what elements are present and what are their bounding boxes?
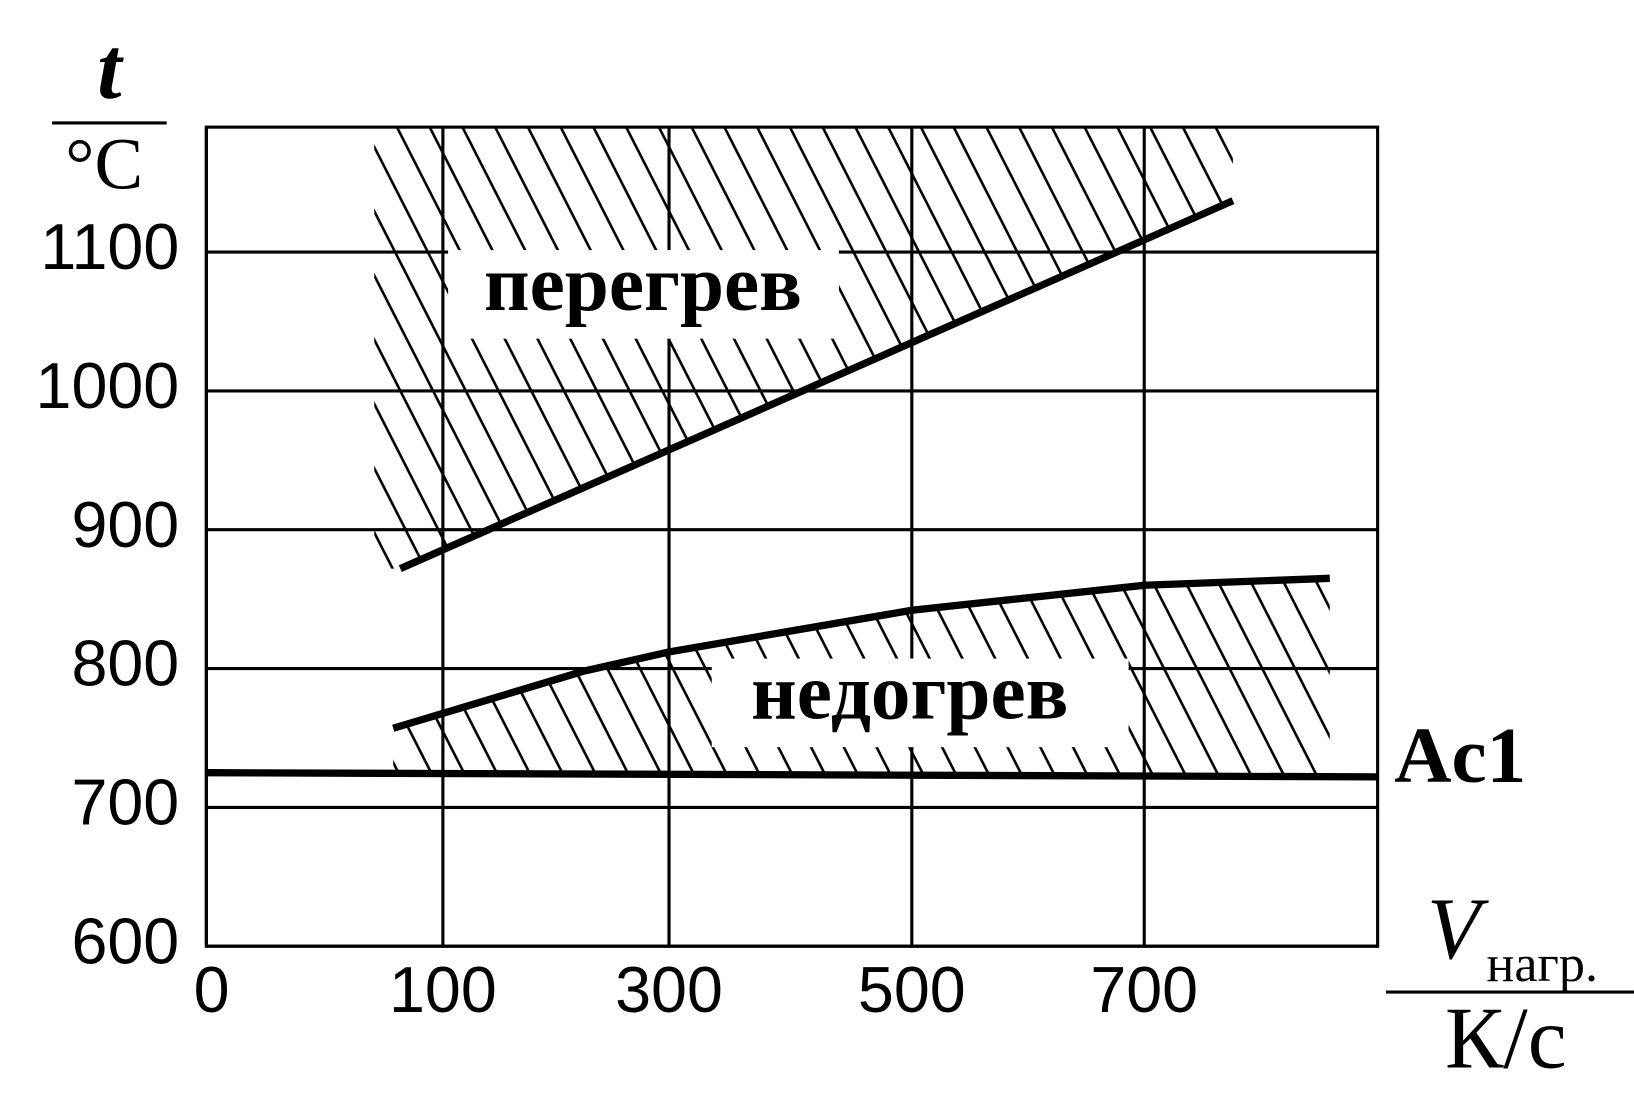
region-label: недогрев — [751, 648, 1068, 736]
y-tick-label: 1000 — [36, 350, 180, 422]
x-tick-label: 700 — [1090, 954, 1198, 1026]
y-label-unit: °C — [65, 124, 143, 205]
y-tick-label: 1100 — [40, 211, 179, 283]
series-line — [392, 574, 1330, 732]
y-tick-label: 600 — [71, 905, 179, 977]
hatch-region — [374, 127, 1233, 569]
region-label: перегрев — [484, 240, 802, 328]
x-label-symbol: V — [1427, 880, 1489, 977]
x-label-unit: К/с — [1445, 989, 1567, 1086]
line-label: Ac1 — [1394, 712, 1526, 800]
y-tick-label: 800 — [71, 628, 179, 700]
x-label-subscript: нагр. — [1487, 936, 1598, 993]
x-tick-label: 500 — [858, 954, 966, 1026]
series-line — [206, 769, 1378, 781]
plot-frame — [204, 125, 1380, 948]
series-line — [398, 197, 1235, 572]
x-tick-label: 100 — [389, 954, 497, 1026]
label-background — [711, 658, 1129, 748]
y-tick-label: 900 — [71, 489, 179, 561]
x-tick-label: 300 — [615, 954, 723, 1026]
label-background — [448, 250, 839, 339]
x-tick-label: 0 — [194, 954, 230, 1026]
y-label-symbol: t — [97, 20, 124, 117]
y-tick-label: 700 — [71, 766, 179, 838]
